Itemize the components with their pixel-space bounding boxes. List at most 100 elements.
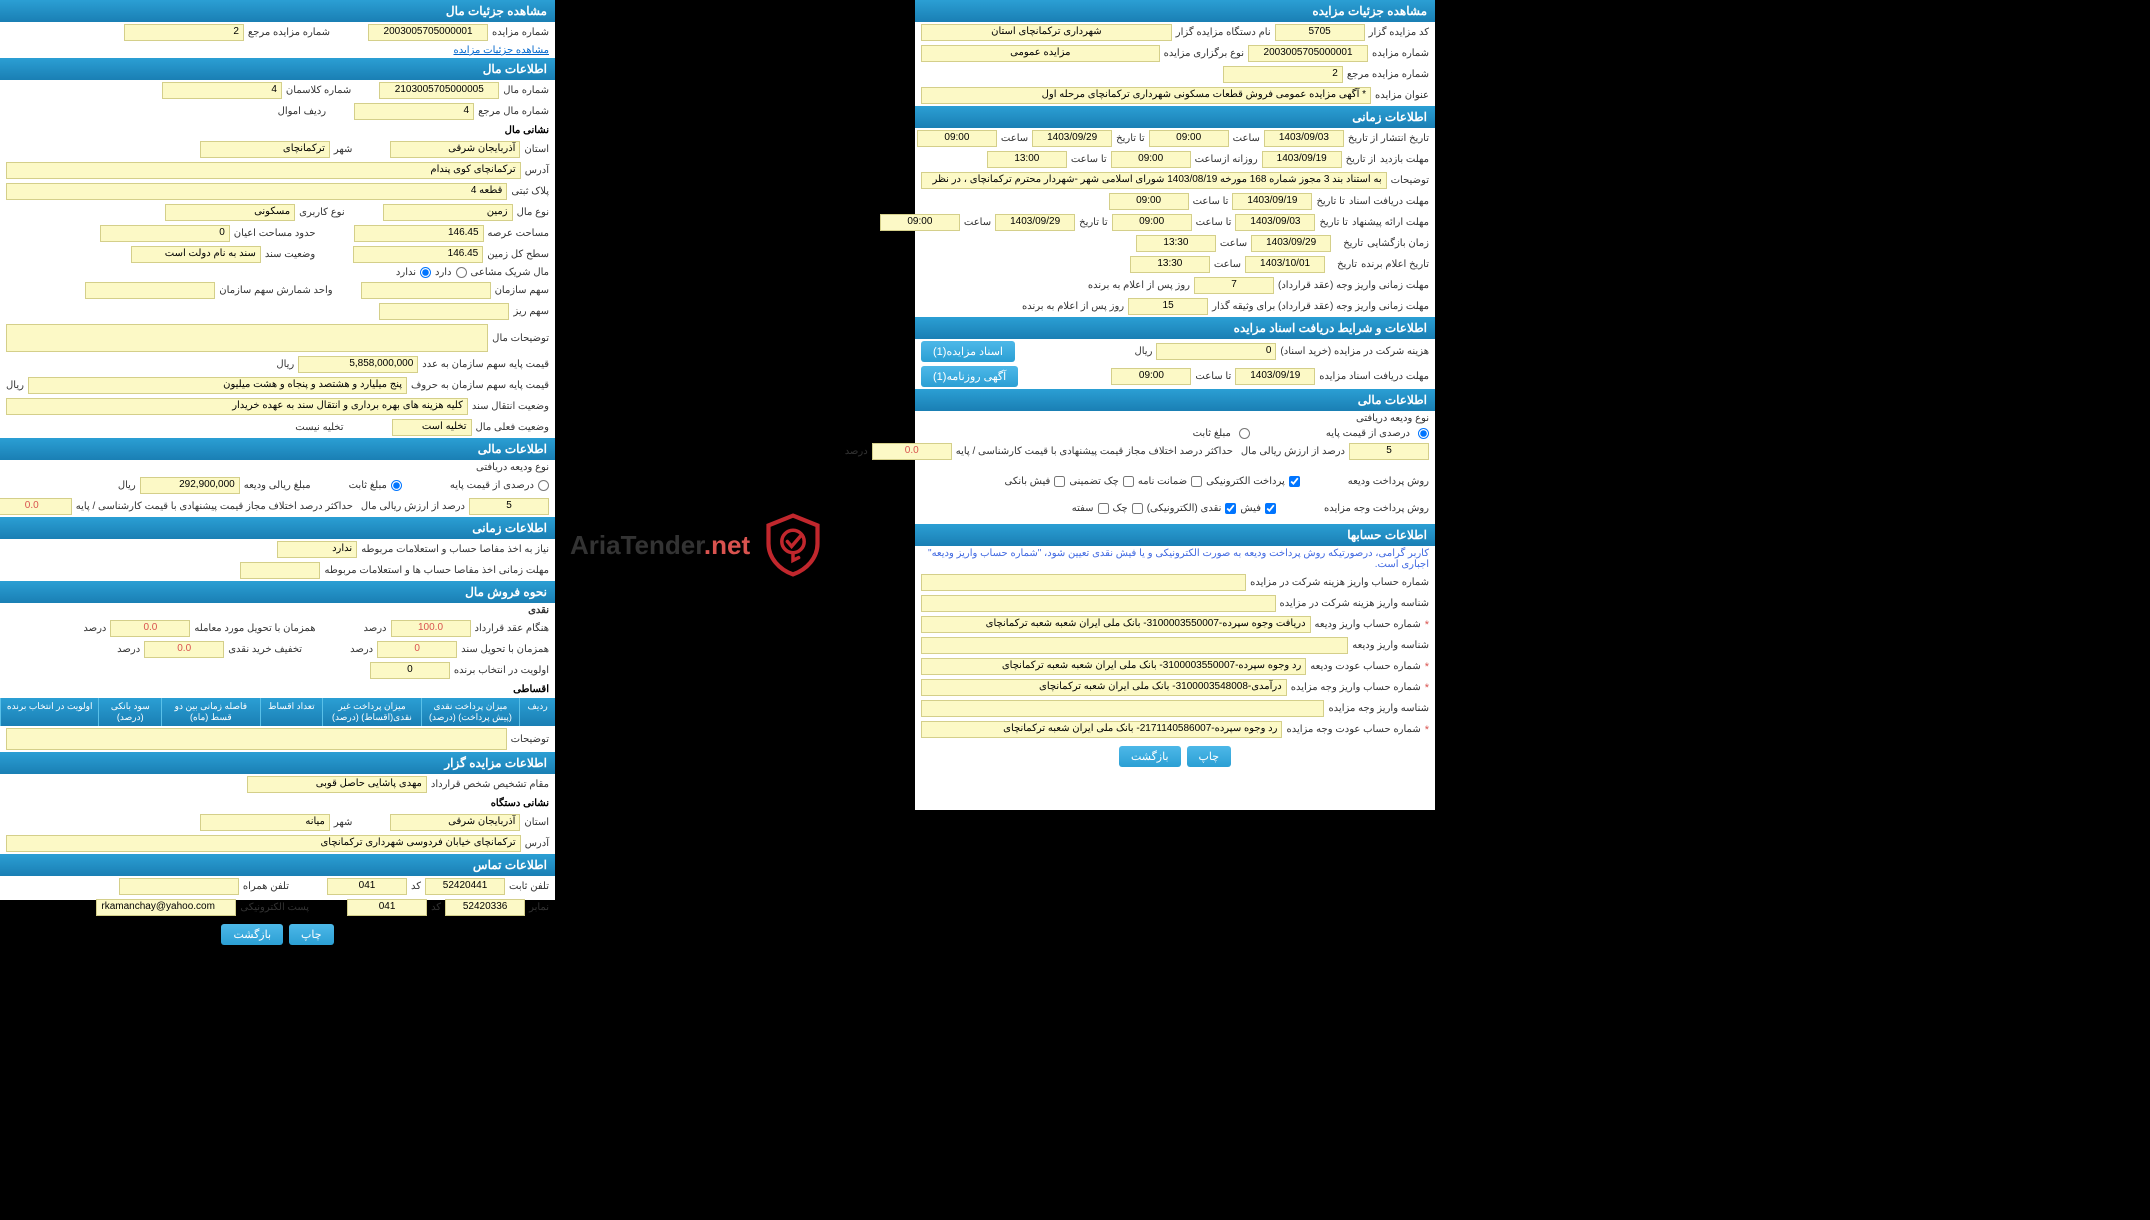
pub-to: 1403/09/29 (1032, 130, 1112, 147)
fin-max: 0.0 (872, 443, 952, 460)
chk-chk[interactable] (1123, 476, 1134, 487)
section-auction-details: مشاهده جزئیات مزایده (915, 0, 1435, 22)
chk-zaman[interactable] (1191, 476, 1202, 487)
chk-naghdi[interactable] (1225, 503, 1236, 514)
chk-bank[interactable] (1054, 476, 1065, 487)
plate: قطعه 4 (6, 183, 507, 200)
radio-hasnt[interactable] (420, 267, 431, 278)
land-label: سطح کل زمین (487, 249, 549, 260)
field-desc: به استناد بند 3 مجوز شماره 168 مورخه 140… (921, 172, 1387, 189)
fin-pct-l: 5 (469, 498, 549, 515)
a3: دریافت وجوه سپرده-3100003550007- بانک مل… (921, 616, 1311, 633)
mobile-label: تلفن همراه (243, 881, 289, 892)
prov-label: استان (524, 144, 549, 155)
phone-code: 041 (327, 878, 407, 895)
inst-desc-label: توضیحات (511, 734, 549, 745)
label-title: عنوان مزایده (1375, 90, 1429, 101)
asset-type: زمین (383, 204, 513, 221)
discount: 0.0 (144, 641, 224, 658)
label-visit: مهلت بازدید (1380, 154, 1429, 165)
field-ref: 2 (1223, 66, 1343, 83)
prov: آذربایجان شرقی (390, 141, 520, 158)
btn-print-l[interactable]: چاپ (289, 924, 334, 945)
doc-label: وضعیت سند (265, 249, 315, 260)
offer-h: 09:00 (880, 214, 960, 231)
btn-newspaper[interactable]: آگهی روزنامه(1) (921, 366, 1018, 387)
a1 (921, 574, 1246, 591)
radio-pct[interactable] (1418, 428, 1429, 439)
btn-print-r[interactable]: چاپ (1187, 746, 1232, 767)
open-date: 1403/09/29 (1251, 235, 1331, 252)
l-ref: 2 (124, 24, 244, 41)
a6-label: شماره حساب واریز وجه مزایده (1291, 682, 1421, 693)
section-time-l: اطلاعات زمانی (0, 517, 555, 539)
section-sale: نحوه فروش مال (0, 581, 555, 603)
share-label: سهم سازمان (495, 285, 549, 296)
visit-h1: 09:00 (1111, 151, 1191, 168)
winner-date: 1403/10/01 (1245, 256, 1325, 273)
amount-label: مبلغ ریالی ودیعه (244, 480, 311, 491)
label-pay1: مهلت زمانی واریز وجه (عقد قرارداد) (1278, 280, 1429, 291)
a3-label: شماره حساب واریز ودیعه (1315, 619, 1421, 630)
class-label: شماره کلاسمان (286, 85, 351, 96)
a5-label: شماره حساب عودت ودیعه (1310, 661, 1420, 672)
email: rkamanchay@yahoo.com (96, 899, 236, 916)
priority-label: اولویت در انتخاب برنده (454, 665, 549, 676)
basewords-label: قیمت پایه سهم سازمان به حروف (411, 380, 549, 391)
visit-h2: 13:00 (987, 151, 1067, 168)
l-num: 2003005705000001 (368, 24, 488, 41)
org-prov: آذربایجان شرقی (390, 814, 520, 831)
field-org: شهرداری ترکمانچای استان (921, 24, 1172, 41)
th3: میزان پرداخت غیر نقدی(اقساط) (درصد) (322, 698, 420, 726)
label-code: کد مزایده گزار (1369, 27, 1429, 38)
subdesc-label: توضیحات مال (492, 333, 549, 344)
link-details[interactable]: مشاهده جزئیات مزایده (453, 45, 549, 56)
auction-details-panel: مشاهده جزئیات مزایده کد مزایده گزار 5705… (915, 0, 1435, 810)
label-open: زمان بازگشایی (1367, 238, 1429, 249)
radio-fixed[interactable] (1239, 428, 1250, 439)
radio-fixed-l[interactable] (391, 480, 402, 491)
radio-has[interactable] (456, 267, 467, 278)
chk-safteh[interactable] (1098, 503, 1109, 514)
th4: تعداد اقساط (260, 698, 323, 726)
class-num: 4 (162, 82, 282, 99)
offer-to: 1403/09/29 (995, 214, 1075, 231)
pub-h2: 09:00 (917, 130, 997, 147)
notable: 0 (100, 225, 230, 242)
current-label: وضعیت فعلی مال (476, 422, 549, 433)
pub-from: 1403/09/03 (1264, 130, 1344, 147)
section-accounts: اطلاعات حسابها (915, 524, 1435, 546)
type-label: نوع مال (517, 207, 549, 218)
asset-num-label: شماره مال (503, 85, 549, 96)
btn-back-r[interactable]: بازگشت (1119, 746, 1181, 767)
deliver: 0 (377, 641, 457, 658)
plate-label: پلاک ثبتی (511, 186, 549, 197)
th7: اولویت در انتخاب برنده (0, 698, 98, 726)
label-org: نام دستگاه مزایده گزار (1176, 27, 1271, 38)
discount-label: تخفیف خرید نقدی (228, 644, 302, 655)
winner-h: 13:30 (1130, 256, 1210, 273)
inst-desc (6, 728, 507, 750)
btn-back-l[interactable]: بازگشت (221, 924, 283, 945)
a8: رد وجوه سپرده-2171140586007- بانک ملی ای… (921, 721, 1282, 738)
radio-pct-l[interactable] (538, 480, 549, 491)
accounts-note: کاربر گرامی، درصورتیکه روش پرداخت ودیعه … (921, 548, 1429, 570)
section-property: مشاهده جزئیات مال (0, 0, 555, 22)
label-cost: هزینه شرکت در مزایده (خرید اسناد) (1280, 346, 1429, 357)
btn-docs[interactable]: اسناد مزایده(1) (921, 341, 1015, 362)
doc-status: سند به نام دولت است (131, 246, 261, 263)
fax-code: 041 (347, 899, 427, 916)
org-addr-subhead: نشانی دستگاه (0, 795, 555, 812)
pub-h1: 09:00 (1149, 130, 1229, 147)
amount: 292,900,000 (140, 477, 240, 494)
chk-fish[interactable] (1265, 503, 1276, 514)
field-code: 5705 (1275, 24, 1365, 41)
deadline (240, 562, 320, 579)
ref-num: 4 (354, 103, 474, 120)
chk-cheque[interactable] (1132, 503, 1143, 514)
chk-elec[interactable] (1289, 476, 1300, 487)
need-label: نیاز به اخذ مفاصا حساب و استعلامات مربوط… (361, 544, 549, 555)
a6: درآمدی-3100003548008- بانک ملی ایران شعب… (921, 679, 1287, 696)
usage-label: نوع کاربری (299, 207, 344, 218)
section-time: اطلاعات زمانی (915, 106, 1435, 128)
